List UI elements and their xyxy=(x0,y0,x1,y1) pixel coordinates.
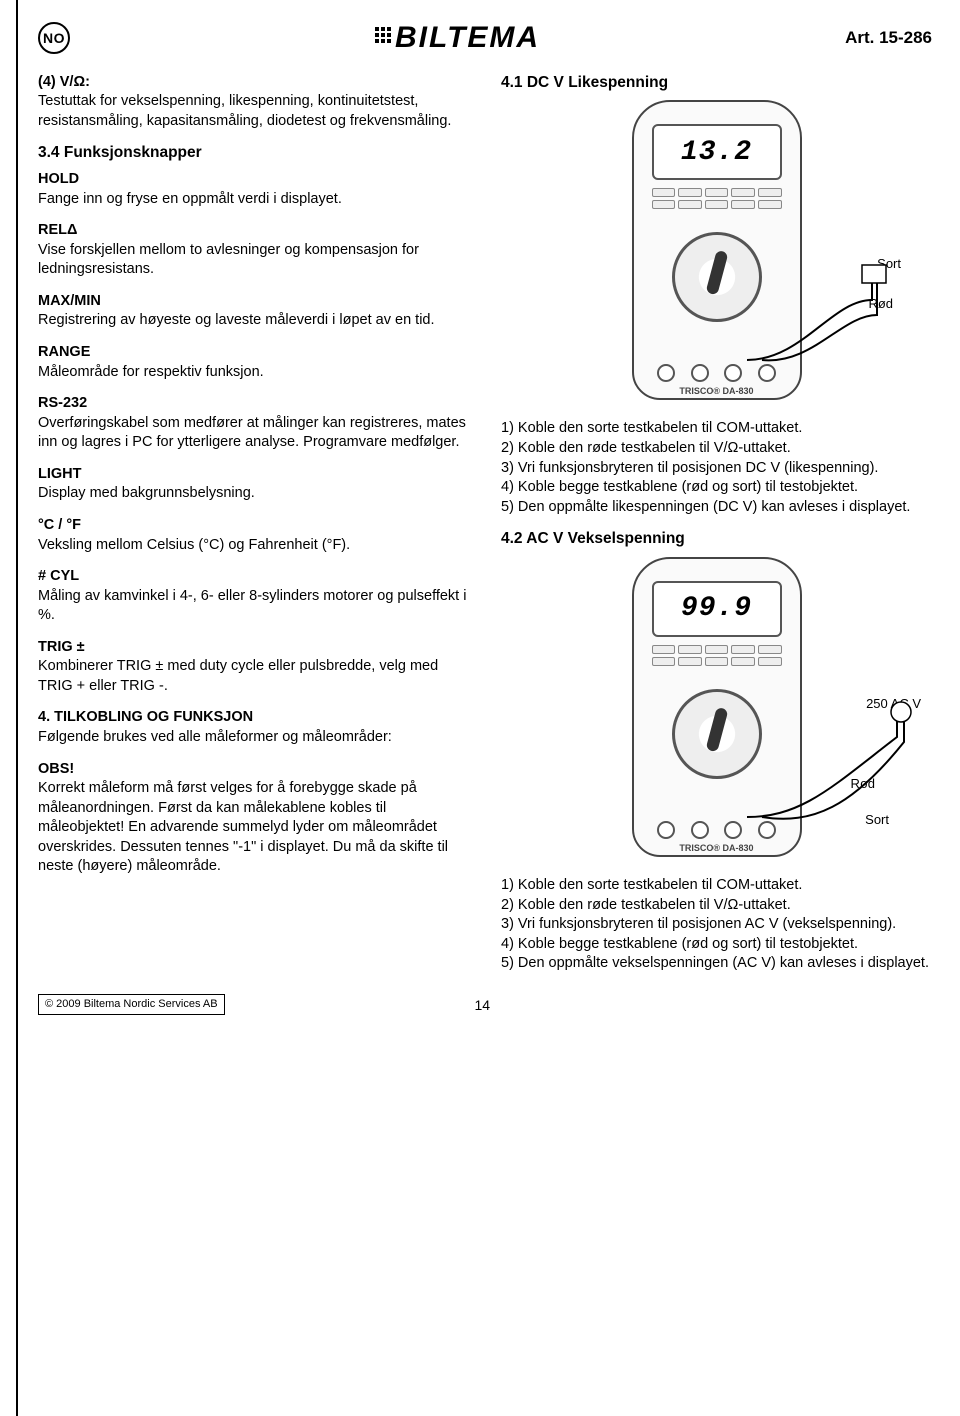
left-column: (4) V/Ω: Testuttak for vekselspenning, l… xyxy=(38,73,469,986)
anno-sort-2: Sort xyxy=(865,811,889,829)
multimeter-illustration-2: 99.9 TRISCO® DA-830 xyxy=(632,557,802,857)
article-number: Art. 15-286 xyxy=(845,27,932,50)
sec-4-text: Følgende brukes ved alle måleformer og m… xyxy=(38,729,392,745)
page-left-border xyxy=(16,0,18,1416)
rotary-dial-1 xyxy=(672,232,762,322)
page-footer: © 2009 Biltema Nordic Services AB 14 xyxy=(38,994,932,1015)
page-header: NO BILTEMA Art. 15-286 xyxy=(38,18,932,59)
block-trig: TRIG ± Kombinerer TRIG ± med duty cycle … xyxy=(38,638,469,697)
light-label: LIGHT xyxy=(38,465,469,485)
step-42-2: 2) Koble den røde testkabelen til V/Ω-ut… xyxy=(501,896,932,916)
cyl-text: Måling av kamvinkel i 4-, 6- eller 8-syl… xyxy=(38,588,466,624)
copyright: © 2009 Biltema Nordic Services AB xyxy=(38,994,225,1015)
step-41-1: 1) Koble den sorte testkabelen til COM-u… xyxy=(501,419,932,439)
maxmin-text: Registrering av høyeste og laveste målev… xyxy=(38,312,435,328)
steps-41: 1) Koble den sorte testkabelen til COM-u… xyxy=(501,419,932,517)
rs232-label: RS-232 xyxy=(38,394,469,414)
step-42-5: 5) Den oppmålte vekselspenningen (AC V) … xyxy=(501,954,932,974)
step-41-3: 3) Vri funksjonsbryteren til posisjonen … xyxy=(501,459,932,479)
cf-label: °C / °F xyxy=(38,516,469,536)
figure-ac-v: 99.9 TRISCO® DA-830 250 AC V Rød Sort xyxy=(501,556,932,866)
language-badge: NO xyxy=(38,22,70,54)
anno-rod-1: Rød xyxy=(868,295,893,313)
anno-rod-2: Rød xyxy=(850,775,875,793)
steps-42: 1) Koble den sorte testkabelen til COM-u… xyxy=(501,876,932,974)
figure-dc-v: 13.2 TRISCO® DA-830 Sort Rød xyxy=(501,99,932,409)
range-label: RANGE xyxy=(38,343,469,363)
sec-4-vohm: (4) V/Ω: Testuttak for vekselspenning, l… xyxy=(38,73,469,132)
block-light: LIGHT Display med bakgrunnsbelysning. xyxy=(38,465,469,504)
block-range: RANGE Måleområde for respektiv funksjon. xyxy=(38,343,469,382)
sec-4-vohm-label: (4) V/Ω: xyxy=(38,73,469,93)
device-brand-1: TRISCO® DA-830 xyxy=(634,385,800,397)
lcd-display-2: 99.9 xyxy=(652,581,782,637)
block-obs: OBS! Korrekt måleform må først velges fo… xyxy=(38,760,469,877)
lcd-display-1: 13.2 xyxy=(652,124,782,180)
block-rel: RELΔ Vise forskjellen mellom to avlesnin… xyxy=(38,221,469,280)
hold-text: Fange inn og fryse en oppmålt verdi i di… xyxy=(38,191,342,207)
step-42-4: 4) Koble begge testkablene (rød og sort)… xyxy=(501,935,932,955)
step-41-5: 5) Den oppmålte likespenningen (DC V) ka… xyxy=(501,498,932,518)
right-column: 4.1 DC V Likespenning 13.2 TRISCO® DA-83… xyxy=(501,73,932,986)
sec-4-vohm-text: Testuttak for vekselspenning, likespenni… xyxy=(38,93,451,129)
block-cf: °C / °F Veksling mellom Celsius (°C) og … xyxy=(38,516,469,555)
obs-label: OBS! xyxy=(38,760,469,780)
step-42-1: 1) Koble den sorte testkabelen til COM-u… xyxy=(501,876,932,896)
multimeter-illustration-1: 13.2 TRISCO® DA-830 xyxy=(632,100,802,400)
brand-logo: BILTEMA xyxy=(375,18,540,59)
page-number: 14 xyxy=(475,996,491,1015)
block-rs232: RS-232 Overføringskabel som medfører at … xyxy=(38,394,469,453)
content-columns: (4) V/Ω: Testuttak for vekselspenning, l… xyxy=(38,73,932,986)
trig-text: Kombinerer TRIG ± med duty cycle eller p… xyxy=(38,658,438,694)
button-row-1 xyxy=(652,188,782,209)
anno-250acv: 250 AC V xyxy=(866,695,921,713)
step-42-3: 3) Vri funksjonsbryteren til posisjonen … xyxy=(501,915,932,935)
cyl-label: # CYL xyxy=(38,567,469,587)
rel-label: RELΔ xyxy=(38,221,469,241)
obs-text: Korrekt måleform må først velges for å f… xyxy=(38,780,448,874)
rel-text: Vise forskjellen mellom to avlesninger o… xyxy=(38,242,419,278)
sec-4: 4. TILKOBLING OG FUNKSJON Følgende bruke… xyxy=(38,708,469,747)
block-hold: HOLD Fange inn og fryse en oppmålt verdi… xyxy=(38,170,469,209)
sec-42-title: 4.2 AC V Vekselspenning xyxy=(501,529,932,550)
step-41-2: 2) Koble den røde testkabelen til V/Ω-ut… xyxy=(501,439,932,459)
trig-label: TRIG ± xyxy=(38,638,469,658)
anno-sort-1: Sort xyxy=(877,255,901,273)
rotary-dial-2 xyxy=(672,689,762,779)
button-row-2 xyxy=(652,645,782,666)
rs232-text: Overføringskabel som medfører at målinge… xyxy=(38,415,466,451)
sec-41-title: 4.1 DC V Likespenning xyxy=(501,73,932,94)
brand-dots-icon xyxy=(375,27,391,43)
step-41-4: 4) Koble begge testkablene (rød og sort)… xyxy=(501,478,932,498)
sec-34-title: 3.4 Funksjonsknapper xyxy=(38,143,469,164)
cf-text: Veksling mellom Celsius (°C) og Fahrenhe… xyxy=(38,537,350,553)
device-brand-2: TRISCO® DA-830 xyxy=(634,842,800,854)
light-text: Display med bakgrunnsbelysning. xyxy=(38,485,255,501)
block-maxmin: MAX/MIN Registrering av høyeste og laves… xyxy=(38,292,469,331)
maxmin-label: MAX/MIN xyxy=(38,292,469,312)
hold-label: HOLD xyxy=(38,170,469,190)
range-text: Måleområde for respektiv funksjon. xyxy=(38,364,264,380)
sec-4-title: 4. TILKOBLING OG FUNKSJON xyxy=(38,708,469,728)
brand-text: BILTEMA xyxy=(395,18,540,59)
input-jacks-2 xyxy=(650,821,784,839)
block-cyl: # CYL Måling av kamvinkel i 4-, 6- eller… xyxy=(38,567,469,626)
input-jacks-1 xyxy=(650,364,784,382)
